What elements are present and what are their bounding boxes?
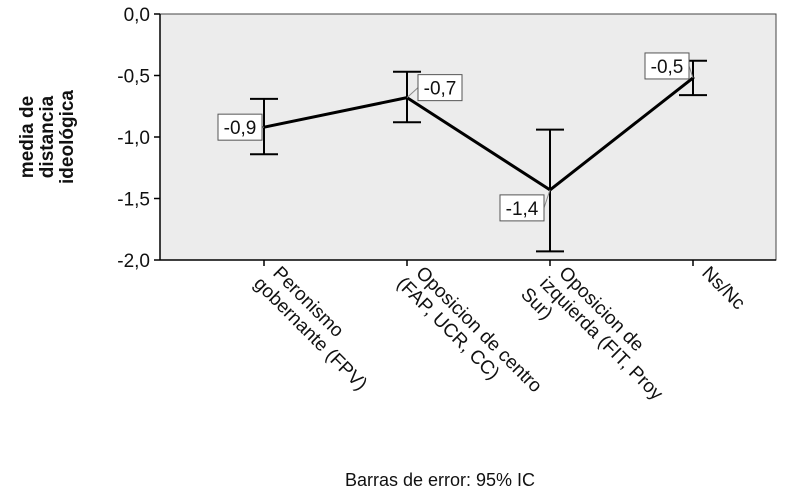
data-label-text: -0,5 xyxy=(651,57,684,78)
y-axis-label-line: distancia xyxy=(37,95,58,178)
x-tick-label: Oposicion de centro(FAP, UCR, CC) xyxy=(392,258,545,411)
y-axis-label-line: media de xyxy=(17,96,38,178)
y-tick-label: -0,5 xyxy=(117,67,150,88)
data-label-leader xyxy=(688,65,694,79)
data-label: -0,9 xyxy=(217,113,264,141)
data-label: -0,5 xyxy=(644,52,694,80)
x-axis: Peronismogobernante (FPV) Oposicion de ce… xyxy=(160,254,776,420)
data-label-text: -0,9 xyxy=(224,118,257,139)
data-label-box xyxy=(417,74,463,102)
x-tick-label-line: Ns/Nc xyxy=(697,263,748,314)
data-label-box xyxy=(217,113,263,141)
chart-footnote: Barras de error: 95% IC xyxy=(345,470,535,490)
y-tick-label: -1,5 xyxy=(117,190,150,211)
x-tick-label: Peronismogobernante (FPV) xyxy=(249,258,385,394)
y-axis-label: media dedistanciaideológica xyxy=(17,90,78,184)
data-label-text: -1,4 xyxy=(506,199,539,220)
series-marks: -0,9 -0,7 -1,4 -0,5 xyxy=(217,52,707,253)
data-label-leader xyxy=(543,189,551,209)
data-label-box xyxy=(499,194,545,222)
data-label-text: -0,7 xyxy=(424,79,457,100)
y-tick-label: -2,0 xyxy=(117,251,150,272)
series-line xyxy=(263,76,694,192)
data-label: -1,4 xyxy=(499,189,551,222)
x-tick-label-line: izquierda (FIT, Proy xyxy=(535,273,667,405)
y-axis-label-line: ideológica xyxy=(57,90,78,184)
data-label: -0,7 xyxy=(406,74,463,102)
x-tick-label: Oposicion deizquierda (FIT, ProySur) xyxy=(516,254,682,420)
data-label-leader xyxy=(406,87,419,99)
y-tick-label: -1,0 xyxy=(117,128,150,149)
y-axis: 0,0 -0,5 -1,0 -1,5 -2,0 xyxy=(117,5,161,272)
y-tick-label: 0,0 xyxy=(124,5,150,26)
x-tick-label: Ns/Nc xyxy=(697,263,748,314)
data-label-box xyxy=(644,52,690,80)
x-tick-label-line: Oposicion de centro xyxy=(411,263,545,397)
